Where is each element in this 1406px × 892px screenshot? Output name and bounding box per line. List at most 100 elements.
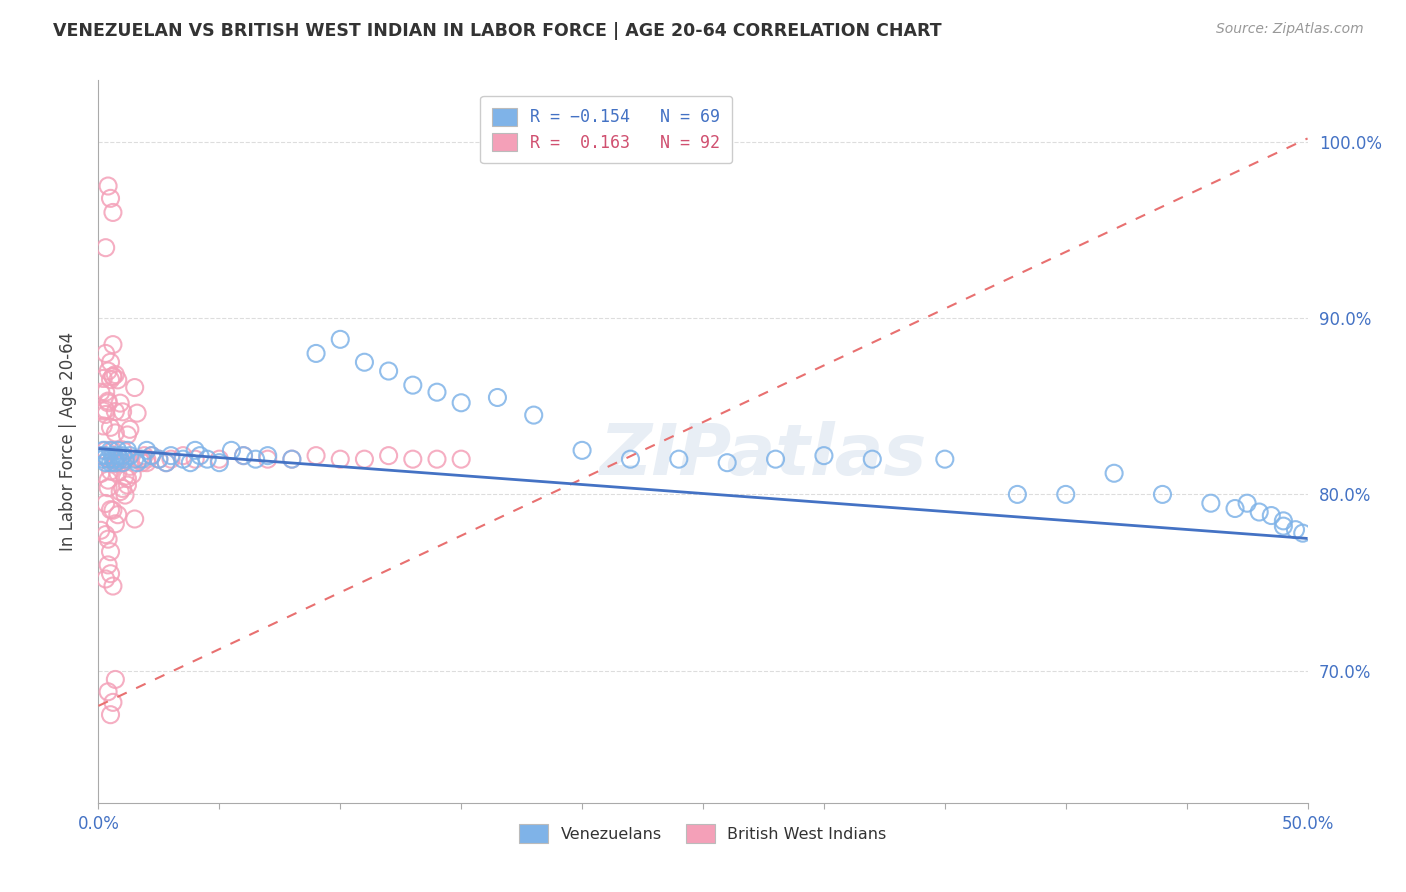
- Point: [141, 449, 163, 463]
- Point: [101, 503, 124, 517]
- Point: [141, 449, 163, 463]
- Point: [329, 332, 352, 346]
- Point: [155, 456, 177, 470]
- Text: VENEZUELAN VS BRITISH WEST INDIAN IN LABOR FORCE | AGE 20-64 CORRELATION CHART: VENEZUELAN VS BRITISH WEST INDIAN IN LAB…: [53, 22, 942, 40]
- Point: [104, 452, 127, 467]
- Point: [1102, 467, 1125, 481]
- Point: [97, 685, 120, 699]
- Point: [160, 452, 183, 467]
- Point: [426, 385, 449, 400]
- Point: [135, 443, 157, 458]
- Point: [91, 449, 114, 463]
- Point: [1236, 496, 1258, 510]
- Point: [232, 449, 254, 463]
- Point: [94, 527, 117, 541]
- Point: [97, 396, 120, 410]
- Point: [1260, 508, 1282, 523]
- Legend: Venezuelans, British West Indians: Venezuelans, British West Indians: [513, 818, 893, 849]
- Point: [107, 454, 129, 468]
- Point: [100, 707, 122, 722]
- Point: [155, 456, 177, 470]
- Point: [101, 337, 124, 351]
- Point: [107, 443, 129, 458]
- Point: [104, 368, 127, 382]
- Point: [1054, 487, 1077, 501]
- Point: [329, 452, 352, 467]
- Point: [135, 452, 157, 467]
- Point: [107, 449, 129, 463]
- Point: [1284, 523, 1306, 537]
- Point: [118, 459, 141, 474]
- Point: [101, 443, 124, 458]
- Point: [100, 566, 122, 581]
- Point: [117, 443, 139, 458]
- Point: [111, 442, 134, 457]
- Point: [114, 452, 136, 467]
- Point: [100, 191, 122, 205]
- Point: [100, 443, 122, 458]
- Point: [97, 179, 120, 194]
- Point: [90, 449, 112, 463]
- Point: [402, 378, 425, 392]
- Point: [148, 452, 170, 467]
- Point: [765, 452, 787, 467]
- Point: [100, 464, 122, 478]
- Point: [281, 452, 304, 467]
- Point: [101, 369, 124, 384]
- Point: [94, 496, 117, 510]
- Point: [1292, 526, 1315, 541]
- Point: [131, 456, 153, 470]
- Point: [232, 449, 254, 463]
- Point: [160, 449, 183, 463]
- Point: [94, 241, 117, 255]
- Point: [104, 457, 127, 471]
- Point: [195, 452, 218, 467]
- Point: [100, 355, 122, 369]
- Point: [100, 420, 122, 434]
- Point: [101, 579, 124, 593]
- Point: [121, 467, 143, 482]
- Point: [90, 385, 112, 400]
- Point: [1007, 487, 1029, 501]
- Point: [107, 373, 129, 387]
- Y-axis label: In Labor Force | Age 20-64: In Labor Force | Age 20-64: [59, 332, 77, 551]
- Point: [97, 558, 120, 572]
- Point: [118, 422, 141, 436]
- Point: [101, 695, 124, 709]
- Point: [124, 380, 146, 394]
- Point: [111, 405, 134, 419]
- Point: [118, 449, 141, 463]
- Point: [108, 484, 131, 499]
- Point: [100, 456, 122, 470]
- Point: [377, 364, 399, 378]
- Point: [450, 396, 472, 410]
- Point: [101, 369, 124, 384]
- Point: [97, 473, 120, 487]
- Point: [94, 403, 117, 417]
- Point: [172, 452, 194, 467]
- Point: [426, 452, 449, 467]
- Point: [281, 452, 304, 467]
- Point: [668, 452, 690, 467]
- Point: [402, 452, 425, 467]
- Text: Source: ZipAtlas.com: Source: ZipAtlas.com: [1216, 22, 1364, 37]
- Point: [353, 452, 375, 467]
- Point: [256, 452, 278, 467]
- Point: [208, 456, 231, 470]
- Point: [131, 452, 153, 467]
- Point: [104, 673, 127, 687]
- Point: [353, 355, 375, 369]
- Point: [100, 373, 122, 387]
- Point: [486, 391, 509, 405]
- Point: [124, 452, 146, 467]
- Point: [97, 452, 120, 467]
- Point: [97, 481, 120, 495]
- Point: [135, 456, 157, 470]
- Point: [124, 512, 146, 526]
- Point: [91, 443, 114, 458]
- Point: [108, 396, 131, 410]
- Point: [148, 452, 170, 467]
- Point: [104, 456, 127, 470]
- Point: [94, 385, 117, 400]
- Point: [97, 394, 120, 409]
